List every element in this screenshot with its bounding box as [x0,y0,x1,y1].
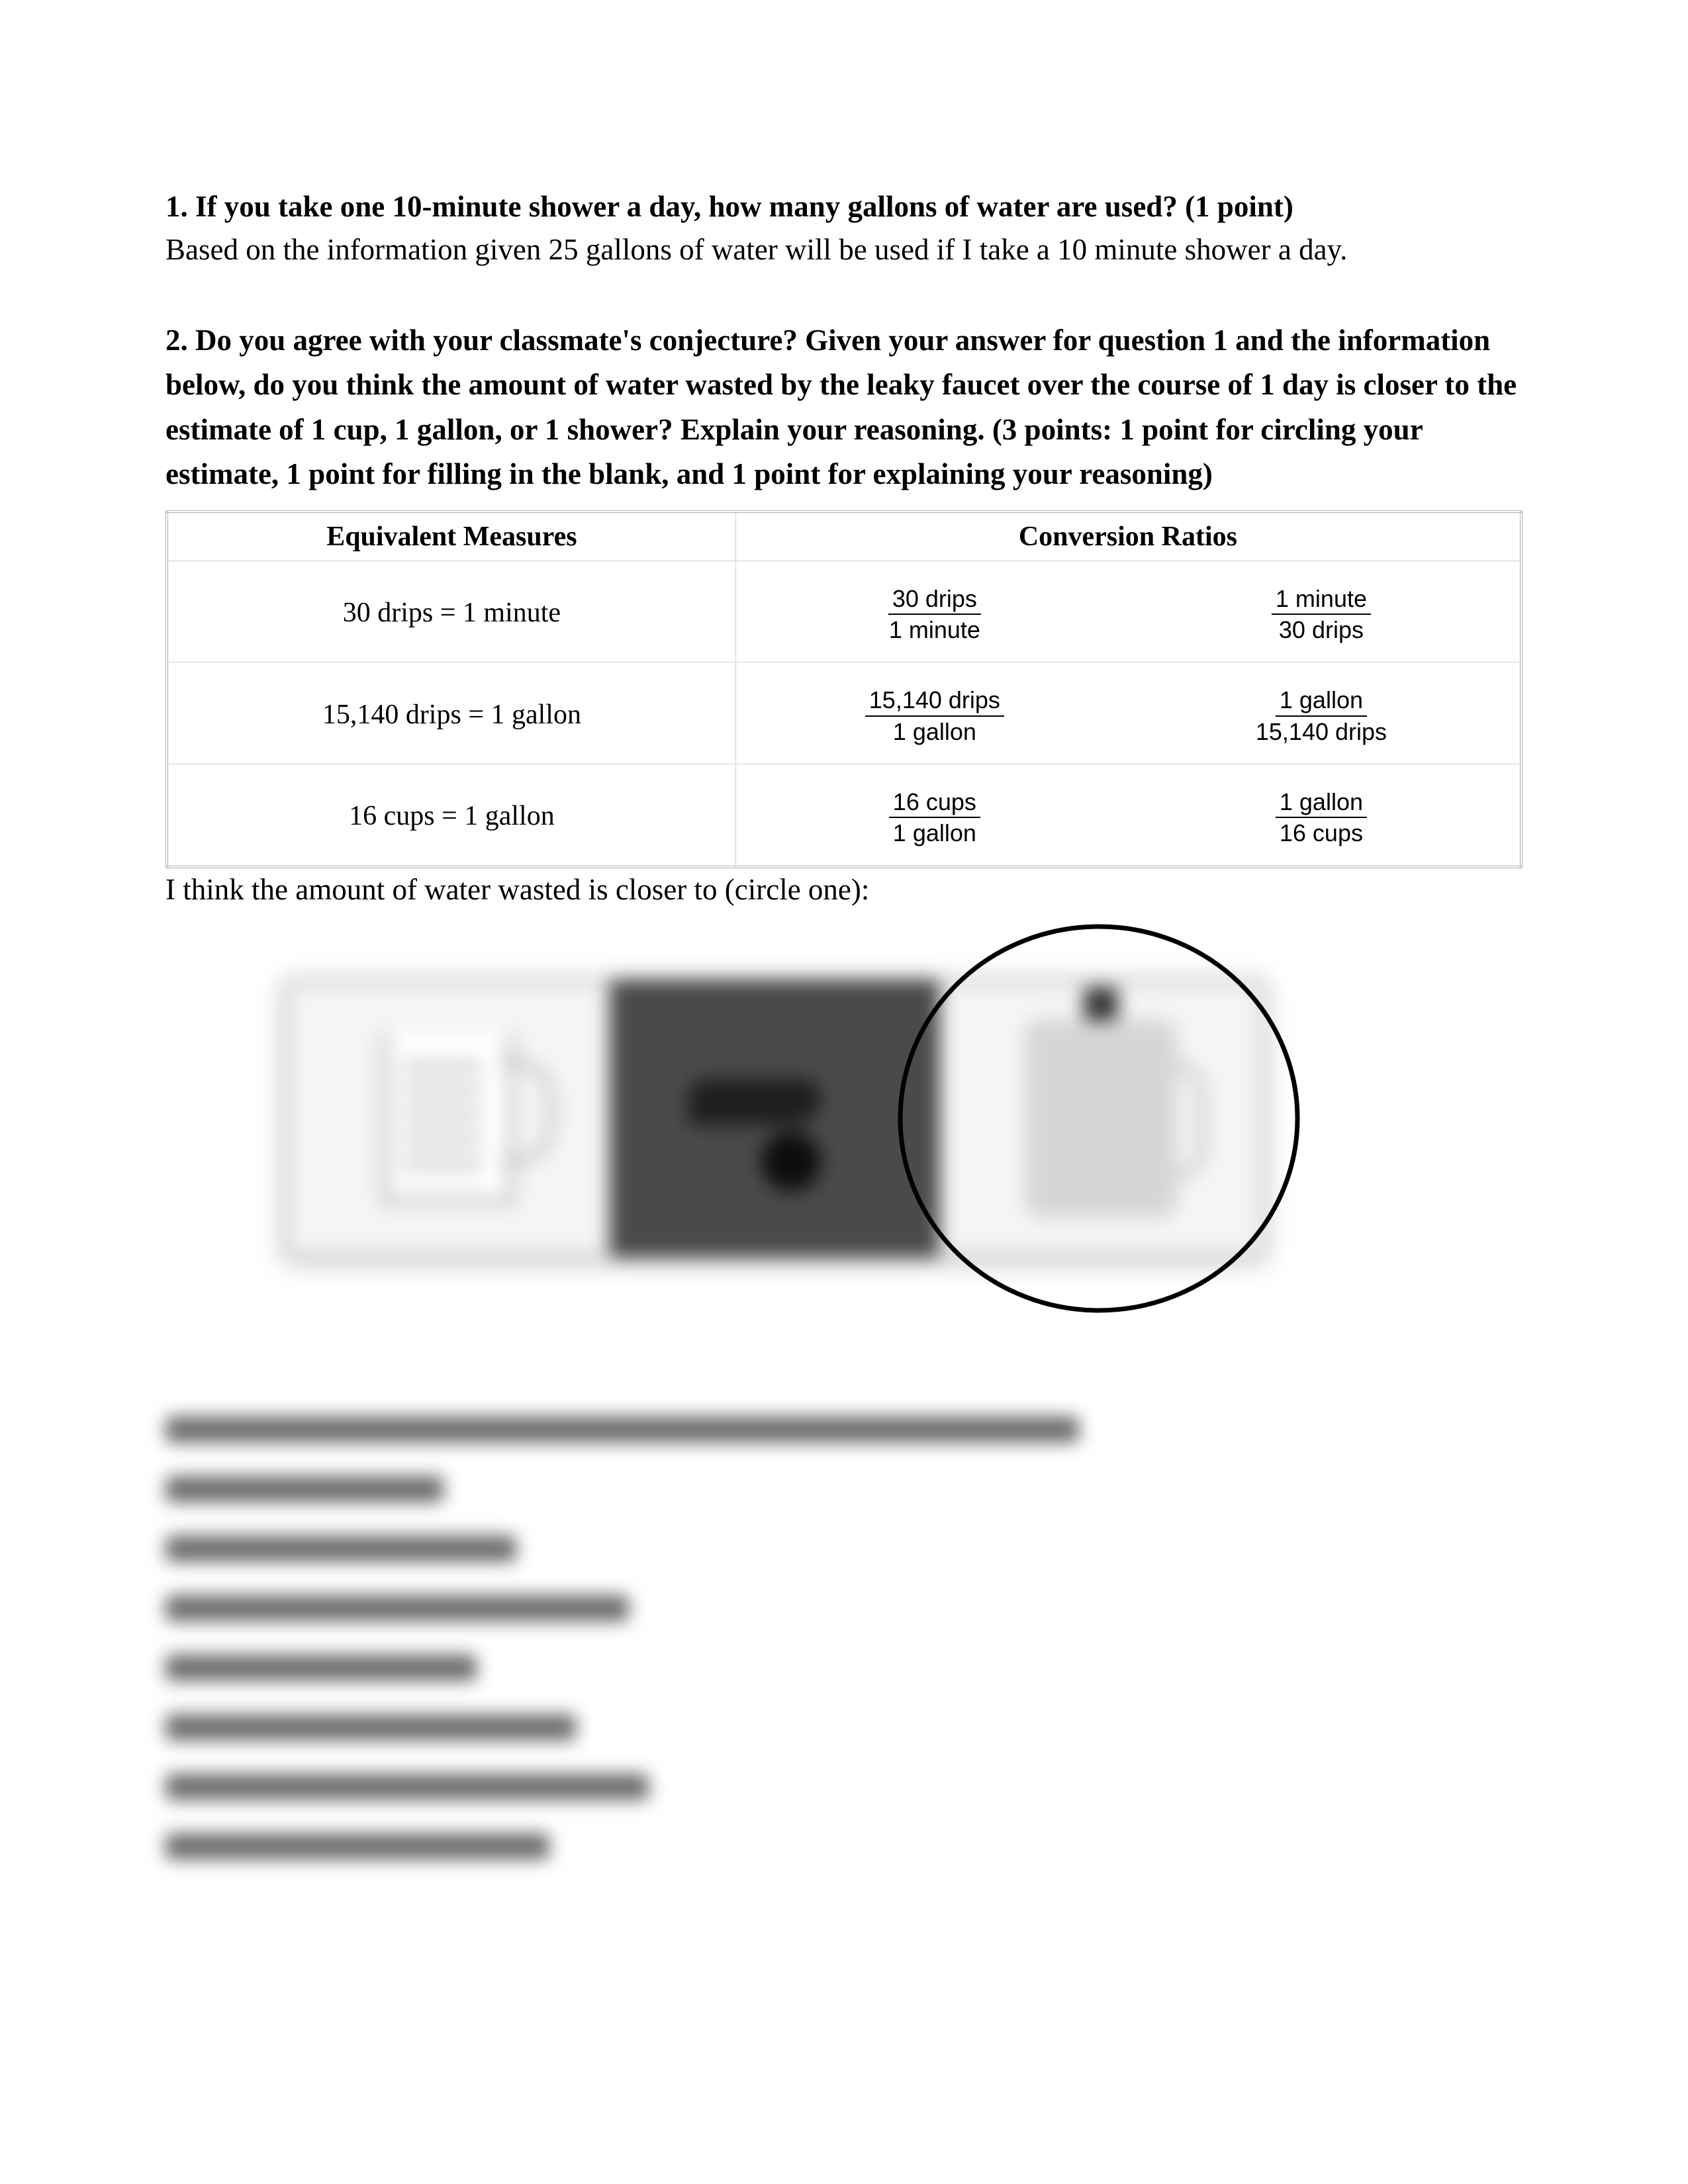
fraction: 15,140 drips 1 gallon [865,686,1004,745]
blurred-line [165,1774,649,1800]
ratio-cell: 30 drips 1 minute 1 minute 30 drips [735,561,1521,662]
question-1: 1. If you take one 10-minute shower a da… [165,185,1523,272]
measuring-cup-icon [382,1032,514,1205]
ratio-cell: 15,140 drips 1 gallon 1 gallon 15,140 dr… [735,662,1521,764]
gallon-jug-icon [1025,1019,1177,1218]
eq-cell: 15,140 drips = 1 gallon [167,662,735,764]
fraction: 30 drips 1 minute [885,585,984,644]
fraction: 16 cups 1 gallon [889,788,980,847]
ratio-cell: 16 cups 1 gallon 1 gallon 16 cups [735,764,1521,867]
blurred-line [165,1595,629,1621]
q2-title: 2. Do you agree with your classmate's co… [165,318,1523,497]
fraction: 1 minute 30 drips [1272,585,1371,644]
blurred-reasoning [165,1416,1523,1860]
eq-cell: 30 drips = 1 minute [167,561,735,662]
eq-cell: 16 cups = 1 gallon [167,764,735,867]
blurred-line [165,1714,576,1741]
blurred-line [165,1476,444,1502]
th-equivalent: Equivalent Measures [167,512,735,561]
choice-area [285,927,1264,1297]
choice-row [285,979,1264,1257]
choice-shower-tile [611,979,937,1257]
choice-cup-tile [285,979,611,1257]
faucet-icon [688,1066,861,1171]
table-row: 16 cups = 1 gallon 16 cups 1 gallon 1 ga… [167,764,1521,867]
blurred-line [165,1416,1079,1443]
blurred-line [165,1833,549,1860]
blurred-line [165,1535,516,1562]
choice-gallon-tile [938,979,1264,1257]
q1-answer: Based on the information given 25 gallon… [165,228,1523,271]
blurred-line [165,1655,477,1681]
conversion-table: Equivalent Measures Conversion Ratios 30… [165,510,1523,868]
th-ratios: Conversion Ratios [735,512,1521,561]
table-row: 15,140 drips = 1 gallon 15,140 drips 1 g… [167,662,1521,764]
question-2: 2. Do you agree with your classmate's co… [165,318,1523,1860]
q1-title: 1. If you take one 10-minute shower a da… [165,185,1523,228]
fraction: 1 gallon 15,140 drips [1252,686,1391,745]
table-row: 30 drips = 1 minute 30 drips 1 minute 1 … [167,561,1521,662]
fraction: 1 gallon 16 cups [1276,788,1367,847]
circle-one-prompt: I think the amount of water wasted is cl… [165,872,1523,907]
